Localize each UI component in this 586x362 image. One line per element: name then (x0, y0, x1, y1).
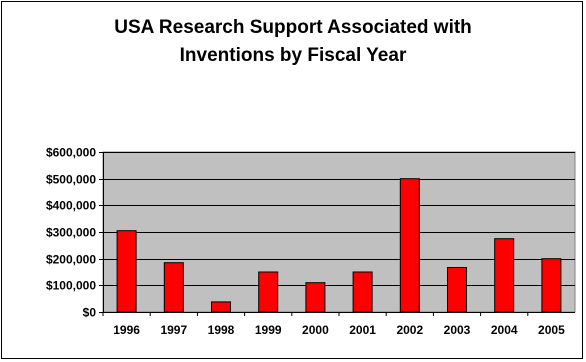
bar (258, 271, 279, 313)
bar (163, 262, 184, 313)
chart-title: USA Research Support Associated with Inv… (0, 14, 586, 70)
x-tick-label: 1998 (208, 323, 235, 337)
y-tick-label: $0 (83, 306, 97, 320)
chart-title-line-2: Inventions by Fiscal Year (179, 45, 407, 66)
x-tick-label: 2003 (444, 323, 471, 337)
x-tick-label: 2005 (538, 323, 565, 337)
bar (352, 271, 373, 313)
bar (116, 230, 137, 313)
y-tick-label: $300,000 (46, 226, 96, 240)
x-tick-label: 2001 (349, 323, 376, 337)
y-tick-label: $200,000 (46, 253, 96, 267)
y-tick-label: $400,000 (46, 199, 96, 213)
chart-title-line-1: USA Research Support Associated with (114, 17, 472, 38)
x-tick-label: 1997 (160, 323, 187, 337)
bar (305, 282, 326, 313)
x-tick-label: 1999 (255, 323, 282, 337)
x-tick-label: 1996 (113, 323, 140, 337)
bar (541, 258, 562, 313)
bar (447, 267, 467, 313)
bar (211, 301, 231, 313)
x-tick-label: 2000 (302, 323, 329, 337)
y-tick-label: $500,000 (46, 173, 96, 187)
x-tick-label: 2002 (396, 323, 423, 337)
bar (399, 178, 420, 313)
bar (494, 238, 515, 313)
x-tick-label: 2004 (491, 323, 518, 337)
y-tick-label: $100,000 (46, 279, 96, 293)
y-tick-label: $600,000 (46, 146, 96, 160)
